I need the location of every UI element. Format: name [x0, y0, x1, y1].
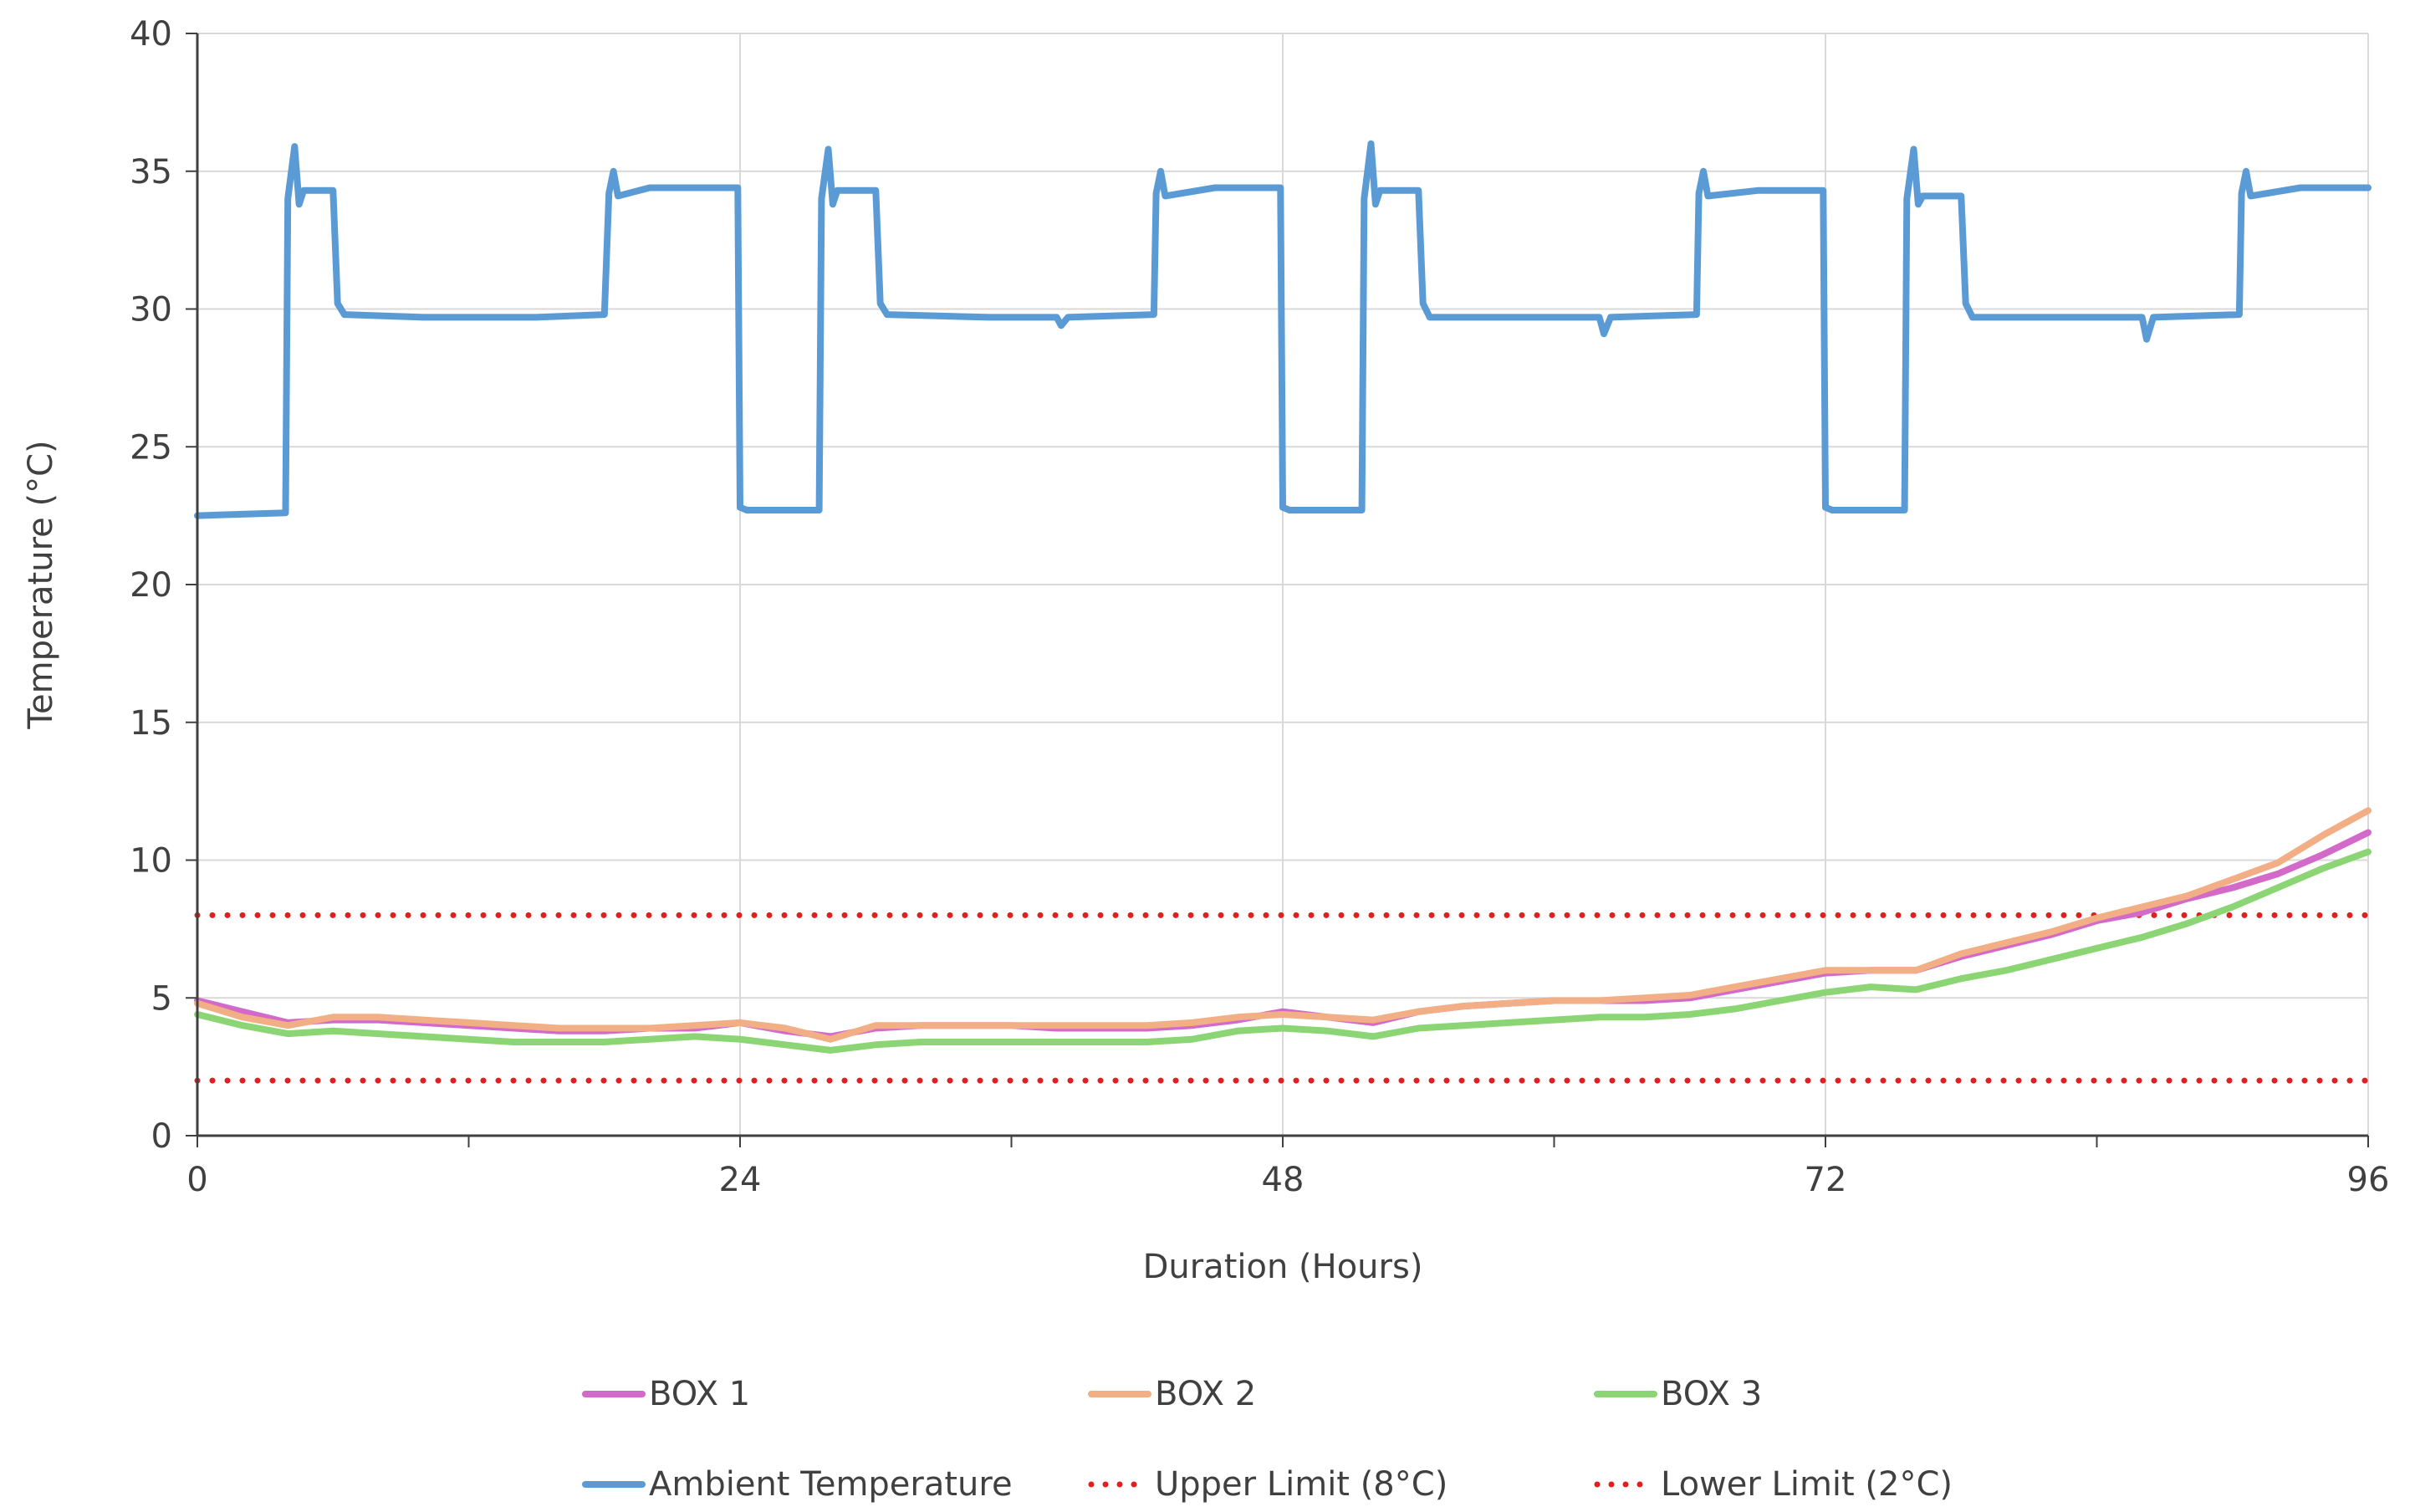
axes: [186, 33, 2369, 1147]
x-tick-label: 0: [186, 1161, 207, 1199]
legend-label-ambient-temperature: Ambient Temperature: [649, 1465, 1013, 1504]
y-tick-label: 15: [130, 704, 172, 743]
y-axis-title: Temperature (°C): [22, 440, 60, 729]
y-tick-label: 30: [130, 291, 172, 329]
y-tick-label: 35: [130, 153, 172, 192]
tick-labels: 0 5 10 15 20 25 30 35 40 0 24 48 72 96: [130, 15, 2389, 1199]
x-tick-label: 72: [1805, 1161, 1847, 1199]
series-line-box-2: [194, 807, 2372, 1043]
legend-label-box-1: BOX 1: [649, 1375, 750, 1413]
series-lines: [194, 140, 2372, 1054]
limit-lines: [194, 912, 2372, 1084]
legend-label-box-2: BOX 2: [1155, 1375, 1256, 1413]
y-tick-label: 25: [130, 428, 172, 467]
x-axis-title: Duration (Hours): [1143, 1248, 1423, 1286]
y-tick-label: 40: [130, 15, 172, 54]
legend-label-box-3: BOX 3: [1661, 1375, 1762, 1413]
y-tick-label: 10: [130, 842, 172, 881]
y-tick-label: 20: [130, 566, 172, 605]
series-line-box-3: [194, 848, 2372, 1054]
y-tick-label: 0: [151, 1117, 172, 1156]
series-line-ambient-temperature: [194, 140, 2372, 519]
x-tick-label: 24: [719, 1161, 762, 1199]
x-tick-label: 48: [1262, 1161, 1305, 1199]
legend: BOX 1 BOX 2 BOX 3 Ambient Temperature Upper …: [582, 1375, 1953, 1504]
y-tick-label: 5: [151, 979, 172, 1018]
x-tick-label: 96: [2347, 1161, 2390, 1199]
legend-label-upper-limit-8-c: Upper Limit (8°C): [1155, 1465, 1447, 1504]
legend-label-lower-limit-2-c: Lower Limit (2°C): [1661, 1465, 1953, 1504]
